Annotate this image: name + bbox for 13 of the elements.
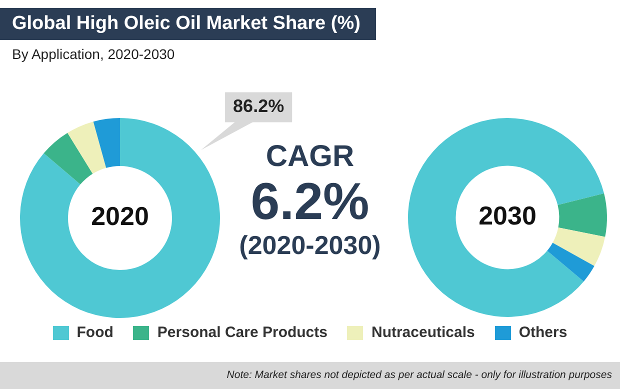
chart-title: Global High Oleic Oil Market Share (%): [0, 8, 376, 40]
text: 2020: [91, 201, 149, 232]
data-label: 86.2%: [233, 96, 284, 116]
legend-label: Food: [76, 324, 114, 341]
legend-label: Others: [518, 324, 568, 341]
text: Note: Market shares not depicted as per actual scale - only for illustration purposes: [0, 362, 620, 389]
text: CAGR: [264, 140, 356, 174]
text: (2020-2030): [238, 230, 382, 260]
text: 2030: [478, 200, 536, 231]
chart-subtitle: By Application, 2020-2030: [12, 46, 175, 62]
legend-label: Personal Care Products: [157, 324, 328, 341]
legend-label: Nutraceuticals: [371, 324, 475, 341]
text: 6.2%: [250, 173, 370, 231]
